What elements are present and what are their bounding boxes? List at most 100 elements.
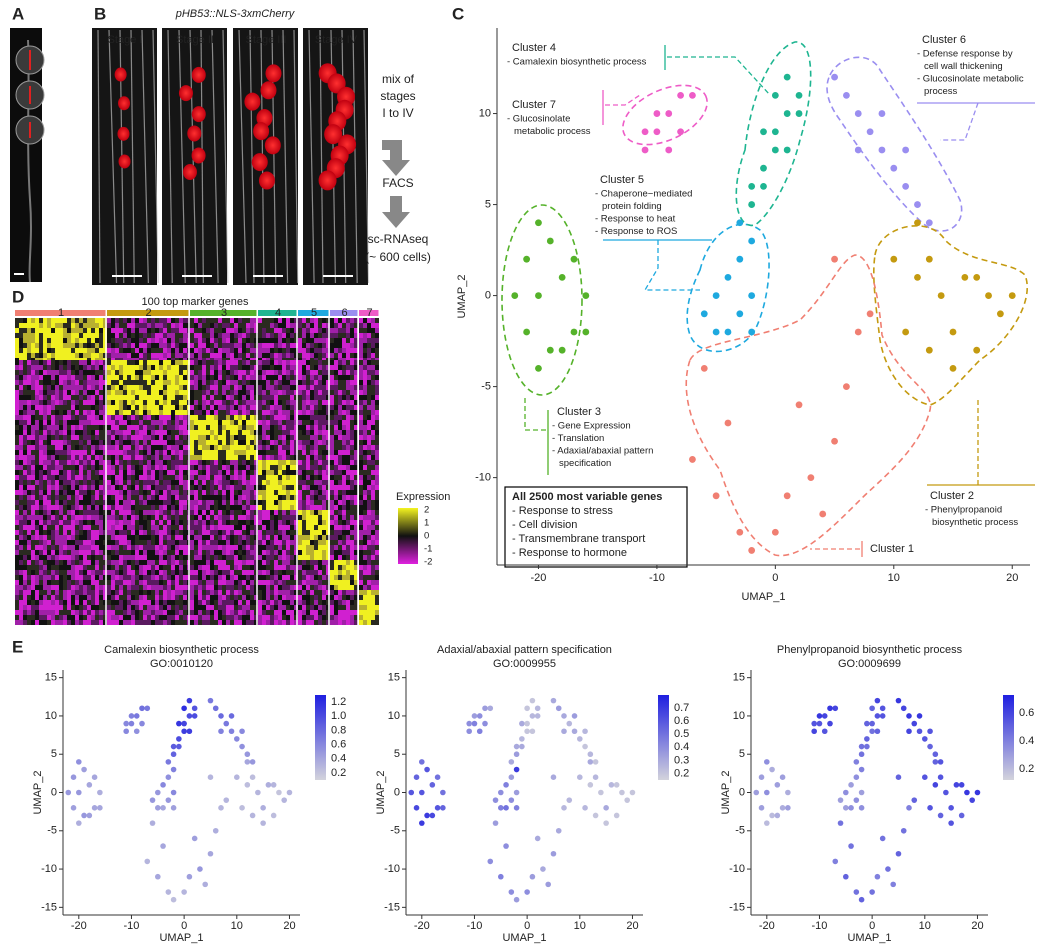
heatmap-cell [55, 575, 59, 580]
heatmap-cell [322, 435, 326, 440]
heatmap-cell [222, 615, 226, 620]
nucleus [259, 172, 275, 190]
heatmap-cell [63, 555, 67, 560]
heatmap-cell [302, 470, 306, 475]
heatmap-cell [99, 420, 103, 425]
heatmap-cell [23, 590, 27, 595]
heatmap-cell [63, 605, 67, 610]
heatmap-cell [35, 455, 39, 460]
heatmap-cell [159, 555, 163, 560]
heatmap-cell [322, 510, 326, 515]
heatmap-cell [230, 540, 234, 545]
heatmap-cell [226, 585, 230, 590]
heatmap-cell [15, 400, 19, 405]
heatmap-cell [298, 510, 302, 515]
heatmap-cell [210, 353, 214, 358]
heatmap-cell [171, 515, 175, 520]
heatmap-cell [286, 600, 290, 605]
heatmap-cell [135, 570, 139, 575]
heatmap-cell [95, 510, 99, 515]
heatmap-cell [202, 590, 206, 595]
heatmap-colorbar [398, 508, 418, 564]
heatmap-cell [143, 485, 147, 490]
heatmap-cell [314, 353, 318, 358]
heatmap-cell [222, 455, 226, 460]
heatmap-cell [286, 480, 290, 485]
heatmap-cell [318, 435, 322, 440]
heatmap-cell [222, 570, 226, 575]
heatmap-cell [47, 370, 51, 375]
heatmap-cell [43, 565, 47, 570]
heatmap-cell [246, 480, 250, 485]
heatmap-cell [298, 505, 302, 510]
heatmap-cell [23, 480, 27, 485]
heatmap-cell [51, 525, 55, 530]
heatmap-cell [258, 475, 262, 480]
heatmap-cell [310, 555, 314, 560]
heatmap-cell [119, 550, 123, 555]
heatmap-cell [123, 535, 127, 540]
heatmap-cell [282, 328, 286, 333]
heatmap-cell [246, 590, 250, 595]
heatmap-cell [179, 490, 183, 495]
heatmap-cell [322, 323, 326, 328]
heatmap-cell [23, 365, 27, 370]
heatmap-cell [107, 360, 111, 365]
heatmap-cell [262, 570, 266, 575]
heatmap-cell [222, 323, 226, 328]
heatmap-cell [115, 328, 119, 333]
heatmap-cell [214, 565, 218, 570]
heatmap-cell [55, 615, 59, 620]
heatmap-cell [250, 395, 254, 400]
heatmap-cell [202, 485, 206, 490]
heatmap-cell [111, 400, 115, 405]
heatmap-cell [27, 450, 31, 455]
heatmap-cell [87, 338, 91, 343]
heatmap-cell [282, 555, 286, 560]
heatmap-cell [71, 520, 75, 525]
heatmap-cell [155, 343, 159, 348]
heatmap-cell [234, 470, 238, 475]
heatmap-cell [55, 343, 59, 348]
heatmap-cell [242, 370, 246, 375]
heatmap-cell [151, 318, 155, 323]
heatmap-cell [202, 395, 206, 400]
heatmap-cell [139, 510, 143, 515]
heatmap-cell [238, 450, 242, 455]
heatmap-cell [230, 390, 234, 395]
heatmap-cell [282, 465, 286, 470]
heatmap-cell [302, 410, 306, 415]
heatmap-cell [147, 343, 151, 348]
heatmap-cell [43, 440, 47, 445]
heatmap-cell [198, 360, 202, 365]
heatmap-cell [318, 360, 322, 365]
heatmap-cell [258, 620, 262, 625]
heatmap-cell [147, 610, 151, 615]
heatmap-cell [179, 530, 183, 535]
heatmap-cell [119, 475, 123, 480]
heatmap-cell [286, 610, 290, 615]
heatmap-cell [171, 333, 175, 338]
heatmap-cell [266, 440, 270, 445]
heatmap-cell [314, 425, 318, 430]
heatmap-cell [290, 590, 294, 595]
heatmap-cell [51, 348, 55, 353]
heatmap-cell [87, 375, 91, 380]
heatmap-cell [206, 515, 210, 520]
heatmap-cell [210, 360, 214, 365]
heatmap-cell [246, 465, 250, 470]
heatmap-cell [143, 535, 147, 540]
heatmap-cell [175, 530, 179, 535]
heatmap-cell [155, 385, 159, 390]
heatmap-cell [210, 495, 214, 500]
heatmap-cell [230, 425, 234, 430]
heatmap-cell [111, 500, 115, 505]
heatmap-cell [206, 420, 210, 425]
heatmap-cell [262, 333, 266, 338]
heatmap-cell [314, 560, 318, 565]
heatmap-cell [266, 370, 270, 375]
heatmap-cell [310, 495, 314, 500]
heatmap-cell [222, 585, 226, 590]
heatmap-cell [147, 375, 151, 380]
heatmap-cell [147, 348, 151, 353]
